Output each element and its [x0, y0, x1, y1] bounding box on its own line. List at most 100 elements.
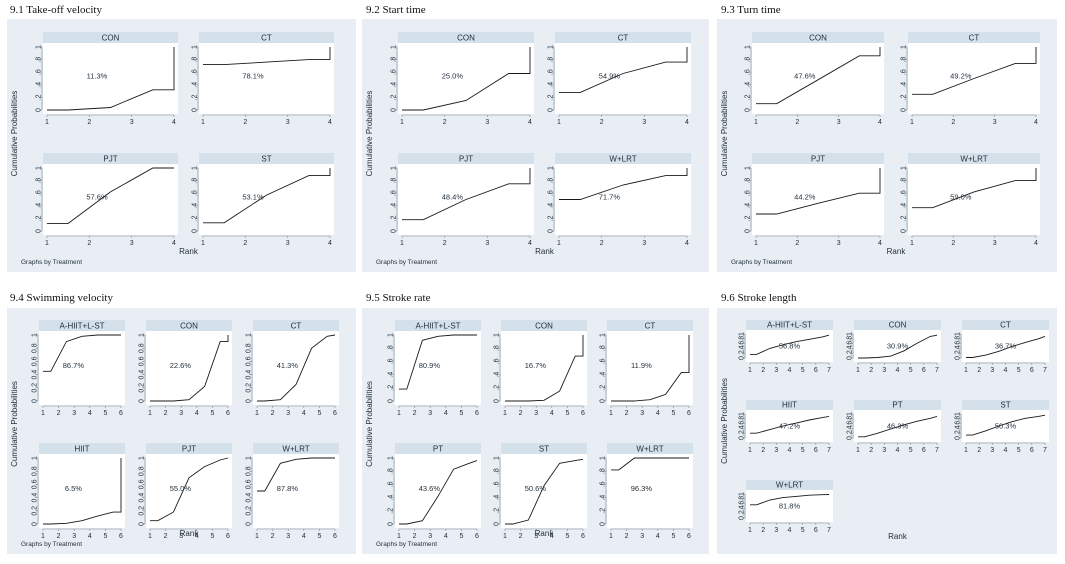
y-tick-label: 0.6	[138, 356, 145, 366]
facet-title: CON	[889, 321, 907, 330]
y-tick-label: 1	[599, 456, 606, 460]
y-tick-label: .2	[35, 94, 42, 100]
y-tick-label: .2	[954, 350, 961, 356]
y-tick-label: 1	[390, 45, 397, 49]
y-tick-label: 1	[245, 456, 252, 460]
x-tick-label: 1	[754, 119, 758, 126]
x-tick-label: 7	[1043, 447, 1047, 454]
y-tick-label: 0	[387, 522, 394, 526]
panel-6-facet-pt: PT0.2.4.6.811 2 3 4 5 6 746.3%	[846, 400, 941, 454]
y-tick-label: 1	[191, 45, 198, 49]
x-tick-label: 1	[609, 410, 613, 417]
cumulative-rank-line	[750, 415, 830, 434]
x-tick-label: 6	[1030, 367, 1034, 374]
facet-strip	[39, 443, 125, 454]
x-tick-label: 6	[581, 533, 585, 540]
facet-strip	[908, 153, 1040, 164]
y-tick-label: .8	[390, 178, 397, 184]
y-tick-label: 0.2	[138, 383, 145, 393]
x-tick-label: 7	[935, 447, 939, 454]
plot-area	[146, 454, 232, 528]
facet-title: CON	[102, 34, 120, 43]
y-tick-label: .6	[954, 421, 961, 427]
plot-area	[43, 43, 178, 114]
y-tick-label: .4	[954, 425, 961, 431]
x-tick-label: 1	[201, 240, 205, 247]
y-tick-label: .2	[35, 215, 42, 221]
y-tick-label: .6	[900, 190, 907, 196]
x-tick-label: 2	[600, 240, 604, 247]
x-tick-label: 4	[896, 447, 900, 454]
y-tick-label: .4	[738, 425, 745, 431]
plot-area	[854, 410, 941, 442]
panel-2-facet-pjt: PJT 0 .2 .4 .6 .8 1 1 2 3 4 48.4%	[390, 153, 534, 247]
facet-title: CT	[291, 322, 302, 331]
sucra-label: 30.9%	[887, 342, 909, 351]
y-tick-label: 1	[493, 333, 500, 337]
sucra-label: 81.8%	[779, 502, 801, 511]
x-tick-label: 7	[827, 447, 831, 454]
y-tick-label: 0	[954, 356, 961, 360]
plot-area	[746, 330, 833, 362]
x-tick-label: 2	[761, 367, 765, 374]
cumulative-rank-line	[750, 334, 830, 355]
x-tick-label: 3	[774, 367, 778, 374]
x-tick-label: 6	[687, 410, 691, 417]
x-tick-label: 5	[1017, 367, 1021, 374]
facet-strip	[962, 400, 1049, 410]
y-tick-label: .6	[599, 481, 606, 487]
panel-6-y-label: Cumulative Probabilities	[720, 378, 729, 464]
panel-2-note: Graphs by Treatment	[376, 259, 437, 266]
x-tick-label: 1	[400, 119, 404, 126]
y-tick-label: .6	[846, 421, 853, 427]
y-tick-label: 0.6	[245, 356, 252, 366]
y-tick-label: .4	[744, 203, 751, 209]
panel-4-facet-ct: CT 0 0.2 0.4 0.6 0.8 1 1 2 3 4 5 6 41.3%	[245, 320, 339, 417]
x-tick-label: 2	[519, 533, 523, 540]
y-tick-label: 1	[744, 166, 751, 170]
x-tick-label: 6	[333, 533, 337, 540]
facet-strip	[607, 320, 693, 331]
sucra-label: 54.9%	[599, 72, 621, 81]
x-tick-label: 6	[687, 533, 691, 540]
facet-title: W+LRT	[960, 155, 987, 164]
plot-area	[746, 490, 833, 522]
plot-area	[43, 164, 178, 235]
facet-title: PT	[892, 401, 902, 410]
y-tick-label: 1	[846, 332, 853, 336]
panel-2-facet-con: CON 0 .2 .4 .6 .8 1 1 2 3 4 25.0%	[390, 32, 534, 126]
sucra-label: 50.6%	[525, 484, 547, 493]
cumulative-rank-line	[756, 47, 881, 105]
x-tick-label: 1	[45, 240, 49, 247]
facet-strip	[398, 32, 534, 43]
x-tick-label: 4	[328, 119, 332, 126]
facet-strip	[501, 443, 587, 454]
sucra-label: 25.0%	[442, 72, 464, 81]
x-tick-label: 4	[788, 527, 792, 534]
panel-6-title: 9.6 Stroke length	[721, 292, 797, 304]
plot-area	[146, 331, 232, 405]
cumulative-rank-line	[150, 335, 229, 402]
panel-3-x-label: Rank	[887, 247, 907, 256]
facet-title: HIIT	[74, 445, 89, 454]
facet-title: CON	[457, 34, 475, 43]
y-tick-label: 0.2	[31, 506, 38, 516]
facet-title: PJT	[811, 155, 825, 164]
y-tick-label: .6	[493, 481, 500, 487]
plot-area	[39, 454, 125, 528]
y-tick-label: .2	[547, 215, 554, 221]
facet-title: PJT	[459, 155, 473, 164]
x-tick-label: 2	[519, 410, 523, 417]
x-tick-label: 1	[397, 410, 401, 417]
y-tick-label: .4	[387, 495, 394, 501]
x-tick-label: 5	[103, 533, 107, 540]
y-tick-label: 0.6	[245, 479, 252, 489]
facet-strip	[199, 153, 334, 164]
panel-1-facet-ct: CT 0 .2 .4 .6 .8 1 1 2 3 4 78.1%	[191, 32, 334, 126]
facet-title: ST	[1000, 401, 1010, 410]
y-tick-label: .8	[954, 416, 961, 422]
x-tick-label: 1	[964, 367, 968, 374]
x-tick-label: 2	[795, 240, 799, 247]
panel-5-facet-st: ST 0 .2 .4 .6 .8 1 1 2 3 4 5 6 50.6%	[493, 443, 587, 540]
